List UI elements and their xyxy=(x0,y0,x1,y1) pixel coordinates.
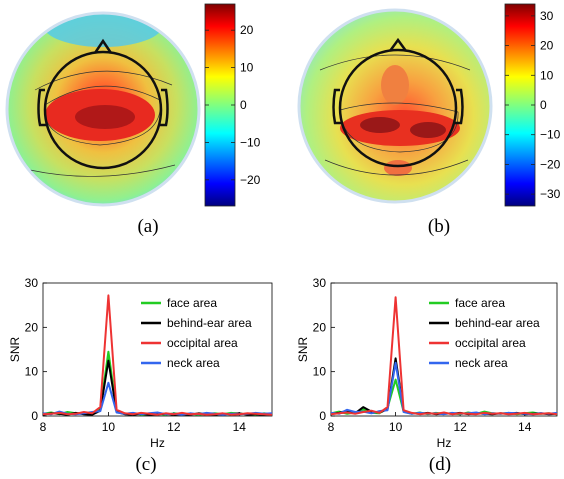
legend-label-occipital: occipital area xyxy=(167,336,238,350)
colorbar-a: 20 10 0 −10 −20 xyxy=(204,3,261,207)
plot-area xyxy=(330,282,558,417)
series-line-occipital xyxy=(330,296,558,416)
x-tick-label: 12 xyxy=(167,420,181,434)
y-tick-label: 10 xyxy=(313,365,327,379)
x-tick-label: 10 xyxy=(102,420,116,434)
legend-label-face: face area xyxy=(167,296,217,310)
snr-chart-c: 8 10 12 14 0 10 20 30 Hz SNR face area behind-ear a… xyxy=(8,276,273,450)
caption-c: (c) xyxy=(135,454,156,475)
colorbar-b-tick-label: 20 xyxy=(540,39,554,53)
colorbar-b-tick-label: 0 xyxy=(540,98,547,112)
caption-b: (b) xyxy=(428,216,450,237)
topomap-a xyxy=(5,11,201,207)
y-tick-label: 0 xyxy=(319,409,326,423)
plot-area xyxy=(42,282,273,417)
legend-label-face: face area xyxy=(455,296,505,310)
legend-label-behind-ear: behind-ear area xyxy=(167,316,252,330)
y-axis-label: SNR xyxy=(8,337,22,363)
legend-label-neck: neck area xyxy=(167,356,220,370)
y-tick-label: 10 xyxy=(25,365,39,379)
colorbar-b-tick-label: −20 xyxy=(540,157,561,171)
y-tick-label: 0 xyxy=(31,409,38,423)
colorbar-a-tick-label: 20 xyxy=(240,23,254,37)
legend-label-neck: neck area xyxy=(455,356,508,370)
x-tick-label: 8 xyxy=(328,420,335,434)
topomap-b xyxy=(297,8,493,204)
x-axis-label: Hz xyxy=(437,436,452,450)
colorbar-a-tick-label: 0 xyxy=(240,98,247,112)
y-tick-label: 30 xyxy=(313,276,327,290)
colorbar-b-tick-label: 10 xyxy=(540,68,554,82)
colorbar-a-tick-label: −10 xyxy=(240,135,261,149)
colorbar-a-tick-label: −20 xyxy=(240,173,261,187)
x-tick-label: 14 xyxy=(233,420,247,434)
colorbar-a-tick-label: 10 xyxy=(240,61,254,75)
x-tick-label: 12 xyxy=(453,420,467,434)
x-tick-label: 10 xyxy=(389,420,403,434)
colorbar-b-tick-label: 30 xyxy=(540,9,554,23)
colorbar-b: 30 20 10 0 −10 −20 −30 xyxy=(504,3,561,207)
snr-chart-d: 8 10 12 14 0 10 20 30 Hz SNR face area behind-ear a… xyxy=(296,276,558,450)
caption-a: (a) xyxy=(137,216,158,237)
legend-label-occipital: occipital area xyxy=(455,336,526,350)
x-axis-label: Hz xyxy=(150,436,165,450)
x-tick-label: 14 xyxy=(518,420,532,434)
caption-d: (d) xyxy=(429,454,451,475)
y-tick-label: 20 xyxy=(25,320,39,334)
legend-label-behind-ear: behind-ear area xyxy=(455,316,540,330)
y-axis-label: SNR xyxy=(296,337,310,363)
colorbar-b-tick-label: −30 xyxy=(540,187,561,201)
series-line-occipital xyxy=(42,294,273,416)
x-tick-label: 8 xyxy=(40,420,47,434)
y-tick-label: 30 xyxy=(25,276,39,290)
colorbar-b-tick-label: −10 xyxy=(540,128,561,142)
y-tick-label: 20 xyxy=(313,320,327,334)
